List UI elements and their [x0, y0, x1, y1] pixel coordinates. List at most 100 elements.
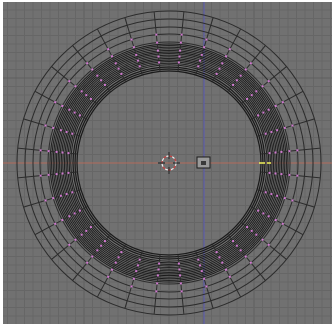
vertex: [89, 97, 92, 100]
vertex: [74, 85, 77, 88]
center-dot: [201, 161, 206, 165]
vertex: [197, 258, 200, 261]
vertex: [244, 68, 247, 71]
torus-ring: [16, 10, 322, 316]
vertex: [262, 212, 265, 215]
vertex: [158, 262, 161, 265]
vertex: [68, 108, 71, 111]
vertex: [103, 83, 106, 86]
vertex: [239, 74, 242, 77]
vertex: [291, 124, 294, 127]
vertex: [132, 277, 135, 280]
torus-mesh[interactable]: [16, 10, 322, 316]
vertex: [177, 262, 180, 265]
vertex: [61, 104, 64, 107]
vertex: [232, 83, 235, 86]
vertex: [155, 33, 158, 36]
torus-ring: [49, 43, 289, 283]
vertex: [276, 194, 279, 197]
torus-ring: [62, 56, 276, 270]
vertex: [288, 150, 291, 153]
vertex: [276, 129, 279, 132]
vertex: [85, 94, 88, 97]
torus-ring: [39, 33, 299, 293]
torus-ring: [32, 26, 306, 300]
vertex: [100, 244, 103, 247]
vertex: [55, 150, 58, 153]
vertex: [197, 65, 200, 68]
vertex: [235, 79, 238, 82]
vertex: [89, 226, 92, 229]
vertex: [267, 80, 270, 83]
3d-cursor-icon[interactable]: [158, 152, 180, 174]
vertex: [249, 261, 252, 264]
torus-ring: [60, 54, 278, 272]
vertex: [103, 240, 106, 243]
vertex: [228, 275, 231, 278]
vertex: [199, 59, 202, 62]
vertex: [261, 85, 264, 88]
vertex: [156, 274, 159, 277]
vertex: [218, 67, 221, 70]
vertex: [61, 219, 64, 222]
vertex: [74, 238, 77, 241]
vertex: [71, 132, 74, 135]
vertex: [261, 238, 264, 241]
vertex: [67, 152, 70, 155]
vertex: [86, 62, 89, 65]
vertex: [200, 270, 203, 273]
vertex: [246, 226, 249, 229]
vertex: [268, 152, 271, 155]
vertex: [61, 151, 64, 154]
vertex: [130, 285, 133, 288]
torus-ring: [24, 18, 314, 308]
vertex: [52, 126, 55, 129]
vertex: [156, 41, 159, 44]
vertex: [296, 149, 299, 152]
vertex: [132, 46, 135, 49]
vertex: [158, 61, 161, 64]
vertex: [225, 268, 228, 271]
vertex: [67, 171, 70, 174]
torus-ring: [52, 46, 286, 280]
vertex: [80, 233, 83, 236]
vertex: [239, 249, 242, 252]
3d-viewport[interactable]: [3, 2, 332, 324]
vertex: [68, 243, 71, 246]
vertex: [179, 49, 182, 52]
torus-ring: [54, 48, 284, 278]
vertex: [68, 80, 71, 83]
vertex: [71, 191, 74, 194]
vertex: [280, 173, 283, 176]
vertex: [157, 268, 160, 271]
vertex: [54, 101, 57, 104]
vertex: [138, 65, 141, 68]
vertex: [249, 62, 252, 65]
viewport-canvas[interactable]: [3, 2, 332, 324]
vertex: [228, 48, 231, 51]
vertex: [73, 111, 76, 114]
vertex: [39, 149, 42, 152]
vertex: [107, 48, 110, 51]
object-center-icon[interactable]: [196, 156, 211, 169]
vertex: [110, 268, 113, 271]
vertex: [281, 101, 284, 104]
vertex: [291, 199, 294, 202]
vertex: [135, 270, 138, 273]
vertex: [114, 261, 117, 264]
vertex: [218, 256, 221, 259]
vertex: [296, 174, 299, 177]
vertex: [55, 173, 58, 176]
vertex: [288, 173, 291, 176]
vertex: [54, 222, 57, 225]
vertex: [78, 114, 81, 117]
vertex: [281, 222, 284, 225]
vertex: [47, 150, 50, 153]
vertex: [179, 274, 182, 277]
vertex: [180, 290, 183, 293]
torus-ring: [65, 59, 273, 267]
vertex: [205, 285, 208, 288]
vertex: [110, 55, 113, 58]
vertex: [107, 275, 110, 278]
vertex: [199, 264, 202, 267]
